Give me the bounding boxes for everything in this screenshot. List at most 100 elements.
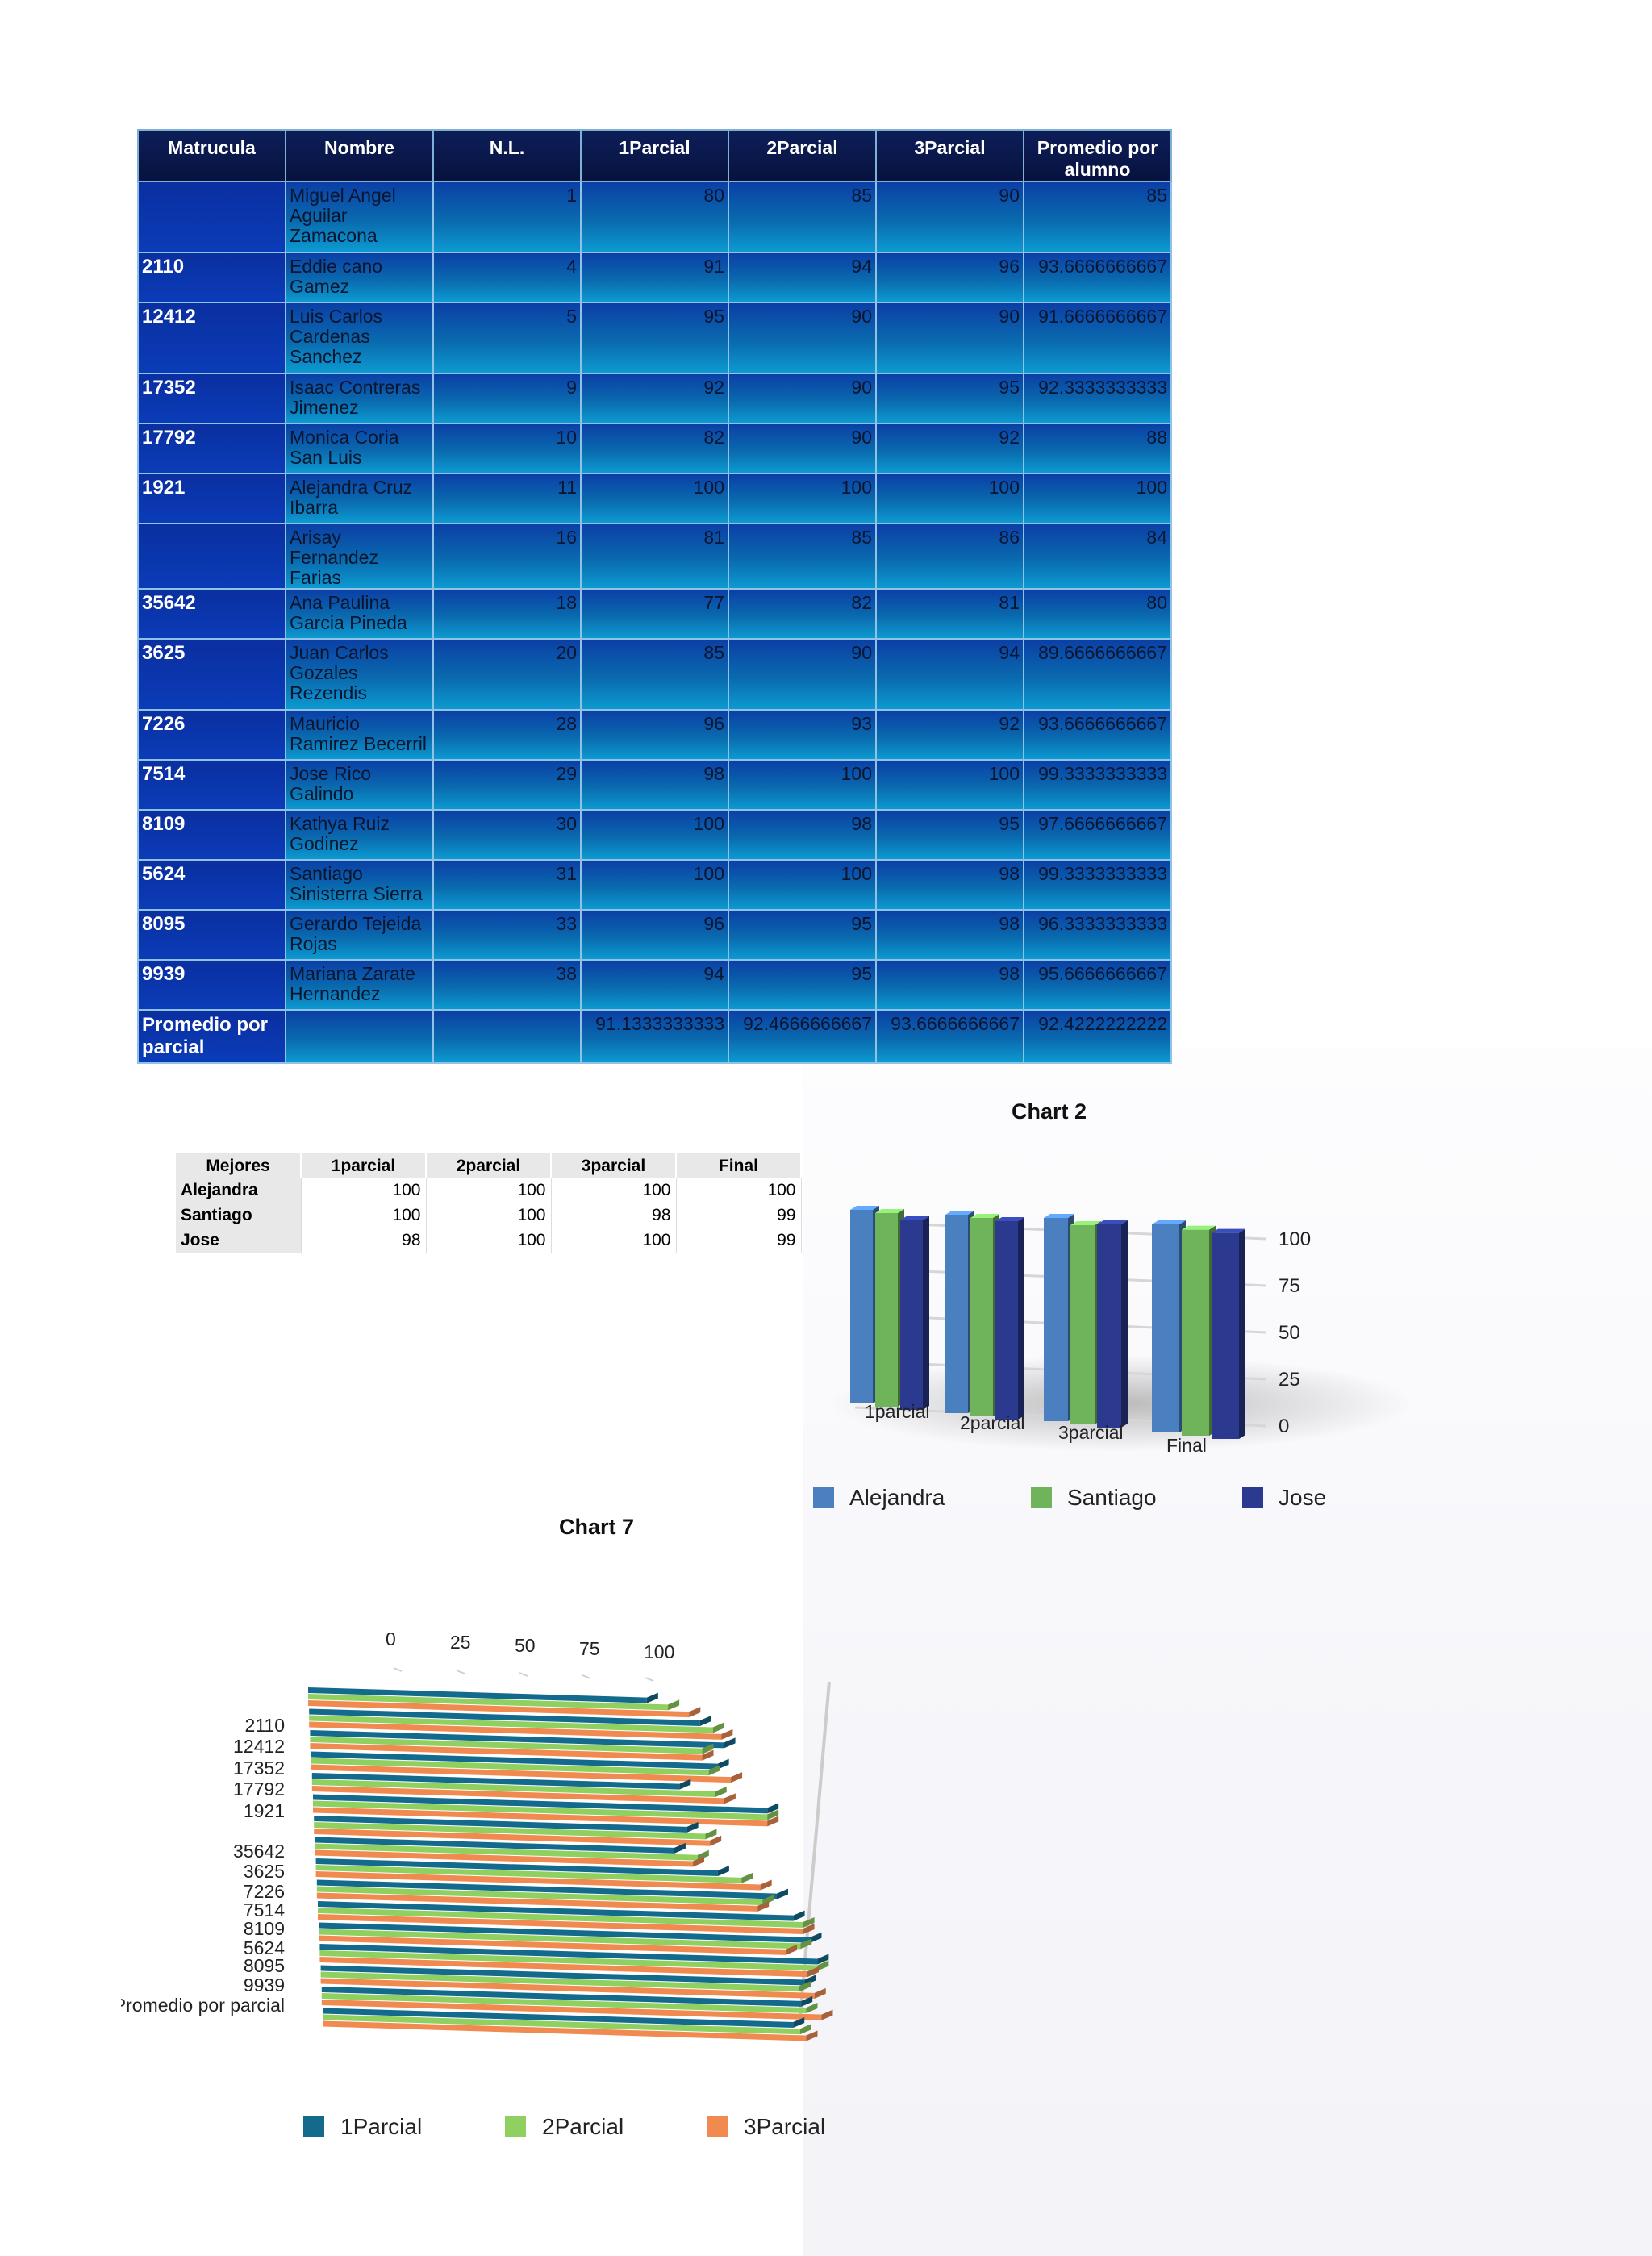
chart7-category-label: 8109 (244, 1918, 285, 1939)
best-cell-p1: 100 (301, 1203, 427, 1228)
cell-p1: 82 (580, 423, 729, 474)
chart7-bar-end (668, 1699, 680, 1711)
header-3parcial: 3Parcial (875, 129, 1024, 182)
grades-row: Miguel Angel Aguilar Zamacona 1 80 85 90 85 (137, 181, 1172, 253)
best-cell-final: 99 (676, 1228, 802, 1253)
header-matrucula: Matrucula (137, 129, 286, 182)
chart7-bar-2parcial (311, 1758, 709, 1776)
best-cell-p2: 100 (426, 1178, 552, 1203)
chart2-bar-santiago (970, 1218, 993, 1416)
cell-summary-p3: 93.6666666667 (875, 1009, 1024, 1064)
cell-p2: 90 (728, 423, 877, 474)
chart7-bar-end (767, 1816, 779, 1827)
cell-matrucula: 7226 (137, 709, 286, 761)
chart2-title: Chart 2 (1012, 1099, 1087, 1124)
best-cell-p2: 100 (426, 1228, 552, 1253)
chart7-bar-end (721, 1728, 733, 1740)
cell-p1: 96 (580, 709, 729, 761)
cell-p1: 95 (580, 302, 729, 374)
grades-row: 17352 Isaac Contreras Jimenez 9 92 90 95 92.33… (137, 373, 1172, 424)
chart7-bar-end (686, 1821, 699, 1833)
chart7-bar-2parcial (321, 1993, 807, 2014)
cell-prom: 99.3333333333 (1023, 759, 1172, 811)
chart7-bar-end (712, 1722, 724, 1733)
chart7-bar-1parcial (307, 1687, 647, 1703)
best-cell-p1: 100 (301, 1178, 427, 1203)
chart7-legend-label: 3Parcial (744, 2114, 825, 2139)
chart7-bar-end (806, 2030, 818, 2041)
cell-p3: 94 (875, 638, 1024, 711)
cell-p3: 92 (875, 423, 1024, 474)
grades-row: 8095 Gerardo Tejeida Rojas 33 96 95 98 96.3333… (137, 909, 1172, 961)
chart7-bar-1parcial (316, 1879, 777, 1899)
cell-nl: 20 (432, 638, 582, 711)
cell-matrucula: 7514 (137, 759, 286, 811)
chart2-legend-swatch (813, 1487, 834, 1508)
cell-p3: 81 (875, 588, 1024, 640)
chart7-bar-3parcial (318, 1914, 803, 1935)
chart2-bar-side (1018, 1217, 1024, 1420)
cell-p3: 100 (875, 759, 1024, 811)
chart7-bar-end (699, 1716, 711, 1727)
cell-nombre: Kathya Ruiz Godinez (285, 809, 434, 861)
chart2-bar-top (850, 1206, 879, 1210)
cell-nl: 30 (432, 809, 582, 861)
chart2-bar-santiago (1182, 1229, 1209, 1436)
chart7-bar-3parcial (319, 1935, 786, 1955)
cell-p3: 95 (875, 809, 1024, 861)
cell-summary-p2: 92.4666666667 (728, 1009, 877, 1064)
chart2-bar-top (1182, 1225, 1216, 1230)
cell-summary-prom: 92.4222222222 (1023, 1009, 1172, 1064)
cell-nl: 11 (432, 473, 582, 524)
cell-nl: 31 (432, 859, 582, 911)
cell-p2: 85 (728, 523, 877, 590)
chart2-legend-swatch (1031, 1487, 1052, 1508)
cell-p2: 82 (728, 588, 877, 640)
cell-p3: 96 (875, 252, 1024, 303)
chart2-3d-column-chart: 0 25 50 75 100 1parcial 2parcial 3parcial Final A… (813, 1206, 1412, 1510)
cell-matrucula: 1921 (137, 473, 286, 524)
chart7-bar-end (799, 1981, 811, 1992)
chart7-bar-3parcial (309, 1721, 722, 1740)
grades-row: 35642 Ana Paulina Garcia Pineda 18 77 82 81 80 (137, 588, 1172, 640)
chart7-category-label: 17352 (233, 1758, 285, 1779)
chart2-legend-label: Alejandra (849, 1485, 945, 1510)
chart7-category-label: 8095 (244, 1955, 285, 1976)
chart7-bar-end (679, 1779, 691, 1790)
cell-p3: 100 (875, 473, 1024, 524)
chart7-bar-2parcial (314, 1822, 706, 1840)
chart2-category-label: 2parcial (960, 1412, 1025, 1433)
chart2-bar-jose (995, 1221, 1018, 1420)
grades-row: 7226 Mauricio Ramirez Becerril 28 96 93 92 93.… (137, 709, 1172, 761)
chart2-bar-top (1070, 1221, 1101, 1226)
chart7-bar-2parcial (310, 1737, 703, 1754)
best-header-final: Final (676, 1153, 802, 1178)
chart7-category-label: 17792 (233, 1779, 285, 1799)
best-students-table: Mejores 1parcial 2parcial 3parcial Final… (176, 1153, 802, 1253)
chart7-bar-end (702, 1743, 714, 1754)
chart7-bar-end (786, 1944, 798, 1955)
chart7-bar-end (806, 2003, 818, 2014)
chart7-bar-1parcial (313, 1794, 768, 1814)
grades-row: 3625 Juan Carlos Gozales Rezendis 20 85 90 94… (137, 638, 1172, 711)
chart7-category-label: 5624 (244, 1937, 285, 1958)
chart7-tick-mark (582, 1674, 591, 1679)
chart7-bar-end (724, 1793, 736, 1804)
cell-nl: 9 (432, 373, 582, 424)
chart7-category-label: 7226 (244, 1881, 285, 1902)
best-cell-final: 100 (676, 1178, 802, 1203)
grades-row: 7514 Jose Rico Galindo 29 98 100 100 99.333333… (137, 759, 1172, 811)
chart7-bar-end (814, 1987, 826, 1999)
chart7-xtick-label: 75 (579, 1638, 600, 1659)
chart2-bar-top (945, 1211, 974, 1215)
chart7-bar-end (717, 1758, 729, 1770)
cell-nombre: Jose Rico Galindo (285, 759, 434, 811)
cell-p2: 98 (728, 809, 877, 861)
cell-matrucula: 3625 (137, 638, 286, 711)
best-header-2parcial: 2parcial (426, 1153, 552, 1178)
chart7-legend-swatch (505, 2116, 526, 2137)
cell-prom: 80 (1023, 588, 1172, 640)
chart7-legend-swatch (707, 2116, 728, 2137)
chart7-xtick-label: 100 (644, 1641, 674, 1662)
cell-matrucula: 8109 (137, 809, 286, 861)
